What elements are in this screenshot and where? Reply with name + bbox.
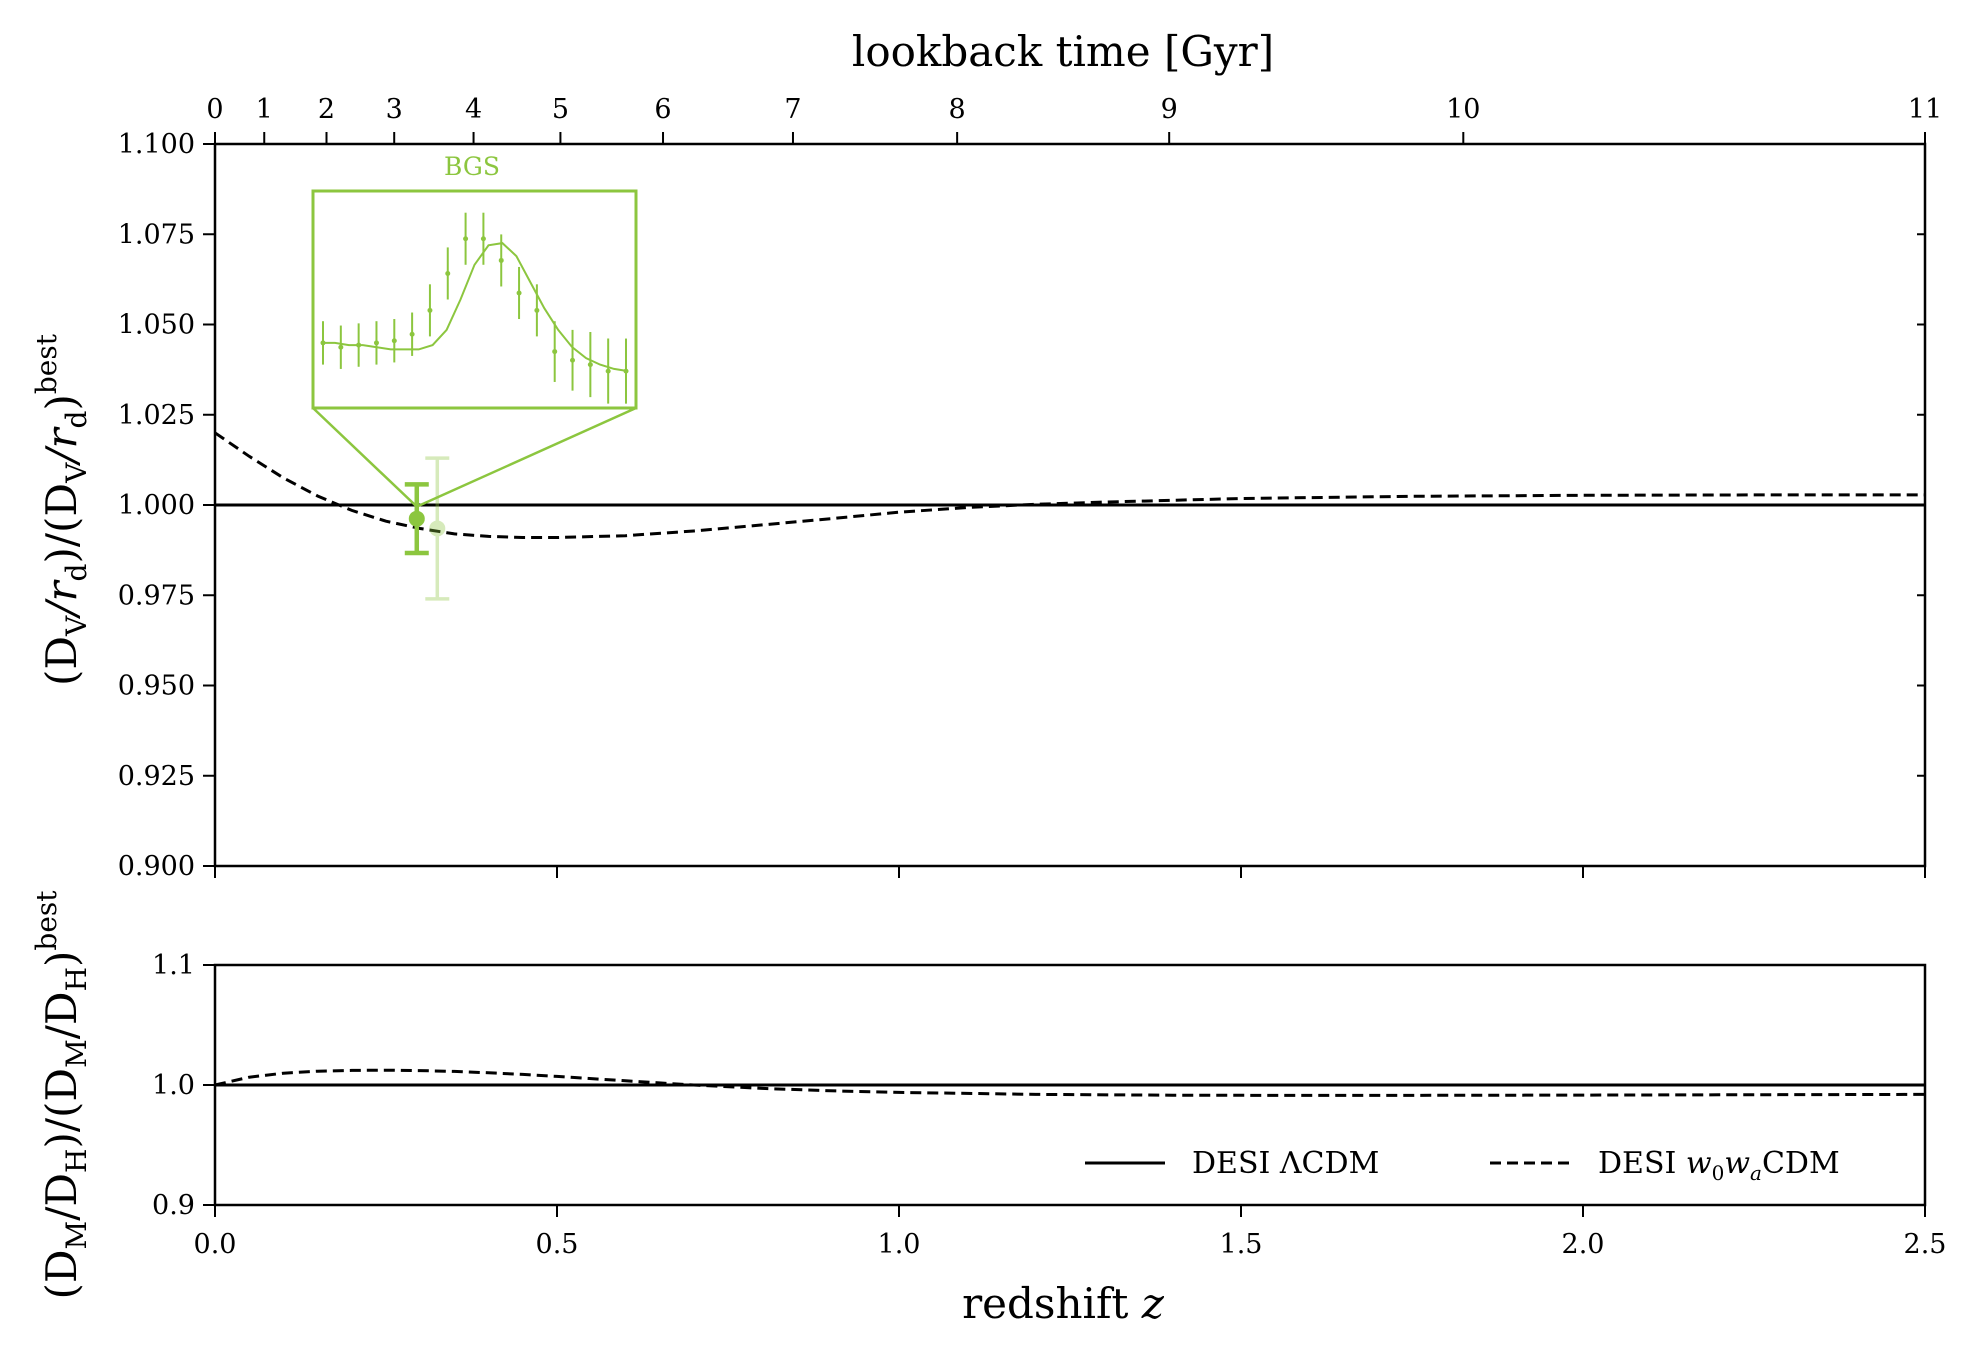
top-ytick-label: 1.025: [118, 400, 195, 431]
legend: DESI ΛCDM DESI w0waCDM: [1085, 1146, 1840, 1185]
top-panel-frame: [213, 142, 1927, 868]
lookback-tick-label: 0: [206, 94, 223, 125]
bottom-panel-frame: [213, 963, 1927, 1207]
inset-frame: [311, 189, 638, 410]
lookback-tick-label: 8: [949, 94, 966, 125]
top-ytick-label: 0.975: [118, 580, 195, 611]
bottom-xtick-label: 1.0: [878, 1229, 921, 1260]
lookback-tick-label: 7: [784, 94, 801, 125]
legend-label-lcdm: DESI ΛCDM: [1192, 1146, 1379, 1181]
top-ytick-label: 1.100: [118, 129, 195, 160]
inset-point: [463, 236, 469, 242]
top-panel-series: [214, 431, 1925, 539]
bottom-xtick-label: 2.5: [1904, 1229, 1947, 1260]
lookback-tick-label: 11: [1908, 94, 1942, 125]
data-point-bgs: [404, 482, 429, 556]
inset-point: [623, 368, 629, 374]
top-ytick-label: 1.050: [118, 310, 195, 341]
bottom-ytick-label: 0.9: [152, 1190, 195, 1221]
inset-point: [391, 338, 397, 344]
top-ytick-label: 0.925: [118, 761, 195, 792]
bottom-ylabel: (DM/DH)/(DM/DH)best: [30, 890, 93, 1300]
inset-point: [498, 257, 504, 263]
lookback-tick-label: 1: [256, 94, 273, 125]
inset-point: [480, 236, 486, 242]
top-ytick-label: 1.075: [118, 219, 195, 250]
top-ytick-label: 1.000: [118, 490, 195, 521]
inset-point: [373, 340, 379, 346]
bottom-panel-ticks: 0.9 1.0 1.1 0.0 0.5 1.0 1.5 2.0 2.5: [152, 950, 1946, 1260]
bottom-xtick-label: 0.0: [194, 1229, 237, 1260]
inset-point: [356, 342, 362, 348]
inset-model-curve: [321, 242, 629, 373]
inset-title: BGS: [444, 152, 500, 181]
bgs-inset: BGS: [311, 152, 638, 509]
inset-point: [338, 344, 344, 350]
lookback-tick-label: 9: [1161, 94, 1178, 125]
inset-point: [445, 270, 451, 276]
bottom-ytick-label: 1.0: [152, 1070, 195, 1101]
inset-point: [427, 307, 433, 313]
bottom-xtick-label: 1.5: [1220, 1229, 1263, 1260]
inset-point: [320, 340, 326, 346]
inset-connector: [312, 406, 637, 509]
top-panel-data-points: [404, 456, 450, 601]
bottom-xtick-label: 2.0: [1562, 1229, 1605, 1260]
inset-point: [552, 349, 558, 355]
top-w0wacdm-line: [214, 431, 1925, 539]
inset-point: [587, 362, 593, 368]
lookback-tick-label: 2: [318, 94, 335, 125]
inset-point: [516, 290, 522, 296]
marker: [408, 510, 425, 527]
redshift-axis-title: redshift z: [962, 1279, 1165, 1328]
top-panel-ticks: 0.900 0.925 0.950 0.975 1.000 1.025 1.050 1.075…: [118, 94, 1942, 882]
lookback-time-axis-title: lookback time [Gyr]: [852, 27, 1274, 76]
lookback-tick-label: 10: [1446, 94, 1480, 125]
bottom-w0wacdm-line: [214, 1068, 1926, 1097]
top-ytick-label: 0.900: [118, 851, 195, 882]
inset-point: [409, 331, 415, 337]
top-ylabel: (DV/rd)/(DV/rd)best: [30, 333, 93, 686]
inset-point: [534, 307, 540, 313]
bottom-ytick-label: 1.1: [152, 950, 195, 981]
lookback-tick-label: 3: [386, 94, 403, 125]
inset-point: [570, 357, 576, 363]
legend-label-w0wacdm: DESI w0waCDM: [1598, 1146, 1840, 1185]
top-ytick-label: 0.950: [118, 671, 195, 702]
data-point-bgs-faded: [425, 456, 450, 601]
inset-point: [605, 368, 611, 374]
lookback-tick-label: 6: [654, 94, 671, 125]
lookback-tick-label: 4: [465, 94, 482, 125]
marker: [429, 520, 446, 537]
lookback-tick-label: 5: [552, 94, 569, 125]
bottom-panel-series: [214, 1068, 1926, 1097]
bottom-xtick-label: 0.5: [536, 1229, 579, 1260]
